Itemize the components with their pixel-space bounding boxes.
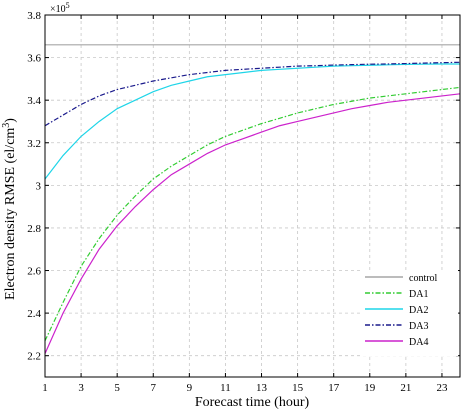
legend-label-control: control	[409, 273, 438, 284]
y-axis-label: Electron density RMSE (el/cm3)	[1, 118, 18, 300]
x-tick-label: 21	[400, 382, 411, 394]
y-tick-label: 3	[36, 180, 42, 192]
legend-label-da1: DA1	[409, 289, 428, 300]
x-tick-label: 1	[42, 382, 48, 394]
x-tick-label: 23	[436, 382, 448, 394]
series-line-da3	[44, 61, 461, 127]
y-tick-label: 2.8	[27, 223, 41, 235]
y-tick-label: 2.2	[27, 351, 41, 363]
x-tick-label: 13	[256, 382, 268, 394]
y-tick-label: 2.6	[27, 266, 41, 278]
legend-label-da3: DA3	[409, 321, 428, 332]
x-tick-label: 5	[114, 382, 120, 394]
legend-label-da2: DA2	[409, 305, 428, 316]
series-line-da2	[44, 63, 460, 180]
legend-label-da4: DA4	[409, 337, 428, 348]
y-multiplier-label: ×105	[50, 1, 70, 15]
x-tick-label: 9	[187, 382, 193, 394]
plot-frame	[44, 14, 461, 378]
x-tick-label: 11	[220, 382, 231, 394]
x-tick-label: 15	[292, 382, 304, 394]
x-tick-label: 3	[78, 382, 84, 394]
y-tick-label: 3.2	[27, 138, 41, 150]
y-tick-label: 3.4	[27, 95, 41, 107]
svg-text:×105: ×105	[50, 1, 70, 15]
series-line-da4	[44, 93, 461, 354]
y-tick-label: 3.8	[27, 10, 41, 22]
series-lines	[44, 44, 461, 354]
x-tick-label: 7	[151, 382, 157, 394]
legend: control DA1 DA2 DA3 DA4	[361, 270, 458, 356]
axis-ticks: 1 3 5 7 9 11 13 15 17 19 21 232.22.42.62.833.23.43.…	[27, 10, 460, 394]
x-tick-label: 19	[364, 382, 376, 394]
y-tick-label: 3.6	[27, 53, 41, 65]
multiplier-exponent: 5	[66, 1, 70, 10]
x-axis-label: Forecast time (hour)	[195, 395, 310, 410]
y-tick-label: 2.4	[27, 308, 41, 320]
series-line-da1	[44, 86, 461, 342]
x-tick-label: 17	[328, 382, 340, 394]
multiplier-base: ×10	[50, 4, 66, 15]
